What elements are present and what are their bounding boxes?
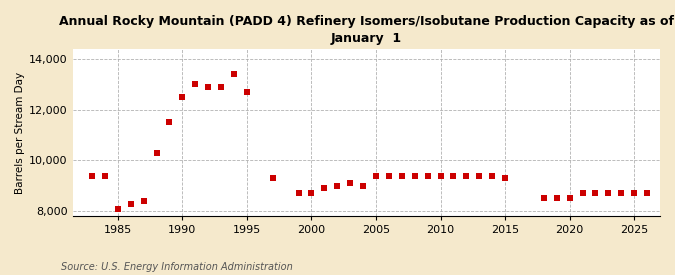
Point	[396, 174, 407, 178]
Point	[500, 176, 510, 180]
Point	[306, 191, 317, 196]
Point	[474, 174, 485, 178]
Text: Source: U.S. Energy Information Administration: Source: U.S. Energy Information Administ…	[61, 262, 292, 272]
Point	[539, 196, 549, 201]
Point	[383, 174, 394, 178]
Point	[564, 196, 575, 201]
Point	[345, 181, 356, 185]
Point	[229, 72, 240, 76]
Point	[138, 199, 149, 203]
Point	[202, 85, 213, 89]
Point	[177, 95, 188, 99]
Point	[423, 174, 433, 178]
Point	[551, 196, 562, 201]
Point	[126, 201, 136, 206]
Y-axis label: Barrels per Stream Day: Barrels per Stream Day	[15, 72, 25, 194]
Point	[151, 151, 162, 155]
Point	[242, 90, 252, 94]
Point	[603, 191, 614, 196]
Point	[267, 176, 278, 180]
Point	[642, 191, 653, 196]
Point	[629, 191, 640, 196]
Point	[616, 191, 626, 196]
Point	[487, 174, 497, 178]
Point	[435, 174, 446, 178]
Point	[190, 82, 200, 87]
Point	[319, 186, 330, 191]
Point	[86, 174, 97, 178]
Point	[590, 191, 601, 196]
Point	[409, 174, 420, 178]
Point	[99, 174, 110, 178]
Point	[577, 191, 588, 196]
Title: Annual Rocky Mountain (PADD 4) Refinery Isomers/Isobutane Production Capacity as: Annual Rocky Mountain (PADD 4) Refinery …	[59, 15, 674, 45]
Point	[293, 191, 304, 196]
Point	[216, 85, 227, 89]
Point	[461, 174, 472, 178]
Point	[164, 120, 175, 125]
Point	[371, 174, 381, 178]
Point	[332, 184, 343, 188]
Point	[113, 207, 124, 211]
Point	[448, 174, 459, 178]
Point	[358, 184, 369, 188]
